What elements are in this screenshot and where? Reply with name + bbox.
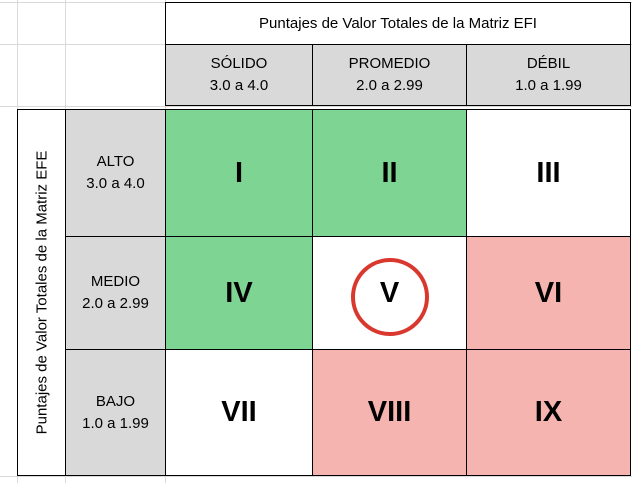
quadrant-iii: III — [466, 109, 631, 237]
quadrant-ix: IX — [466, 349, 631, 476]
column-header-range: 3.0 a 4.0 — [209, 77, 269, 94]
row-header-range: 2.0 a 2.99 — [82, 295, 149, 312]
quadrant-v: V — [312, 236, 467, 350]
row-header-bajo: BAJO 1.0 a 1.99 — [65, 349, 166, 476]
row-header-alto: ALTO 3.0 a 4.0 — [65, 109, 166, 237]
column-header-debil: DÉBIL 1.0 a 1.99 — [466, 44, 631, 106]
quadrant-label: VII — [221, 396, 257, 428]
quadrant-vii: VII — [165, 349, 313, 476]
quadrant-label: VI — [534, 276, 563, 309]
column-header-range: 2.0 a 2.99 — [356, 77, 423, 94]
side-header-text: Puntajes de Valor Totales de la Matriz E… — [33, 150, 51, 435]
row-header-range: 1.0 a 1.99 — [82, 414, 149, 432]
column-header-label: DÉBIL — [526, 55, 571, 72]
column-header-range: 1.0 a 1.99 — [515, 77, 582, 94]
highlight-circle — [350, 258, 429, 336]
column-header-promedio: PROMEDIO 2.0 a 2.99 — [312, 44, 467, 106]
quadrant-viii: VIII — [312, 349, 467, 476]
sheet-gridline — [0, 476, 632, 477]
quadrant-label: VIII — [367, 396, 412, 428]
column-header-solido: SÓLIDO 3.0 a 4.0 — [165, 44, 313, 106]
row-header-label: BAJO — [95, 392, 136, 410]
quadrant-i: I — [165, 109, 313, 237]
column-header-label: PROMEDIO — [348, 55, 431, 72]
row-header-medio: MEDIO 2.0 a 2.99 — [65, 236, 166, 350]
quadrant-ii: II — [312, 109, 467, 237]
quadrant-iv: IV — [165, 236, 313, 350]
quadrant-label: IX — [534, 396, 563, 428]
quadrant-label: III — [536, 156, 561, 189]
side-header: Puntajes de Valor Totales de la Matriz E… — [17, 109, 66, 476]
sheet-gridline — [0, 106, 632, 107]
quadrant-label: I — [234, 156, 244, 189]
top-header: Puntajes de Valor Totales de la Matriz E… — [165, 2, 631, 45]
quadrant-vi: VI — [466, 236, 631, 350]
row-header-range: 3.0 a 4.0 — [86, 175, 145, 192]
column-header-label: SÓLIDO — [210, 55, 268, 72]
row-header-label: ALTO — [96, 153, 135, 170]
row-header-label: MEDIO — [90, 273, 141, 290]
quadrant-label: IV — [225, 276, 253, 309]
quadrant-label: V — [379, 276, 400, 309]
quadrant-label: II — [381, 156, 398, 189]
